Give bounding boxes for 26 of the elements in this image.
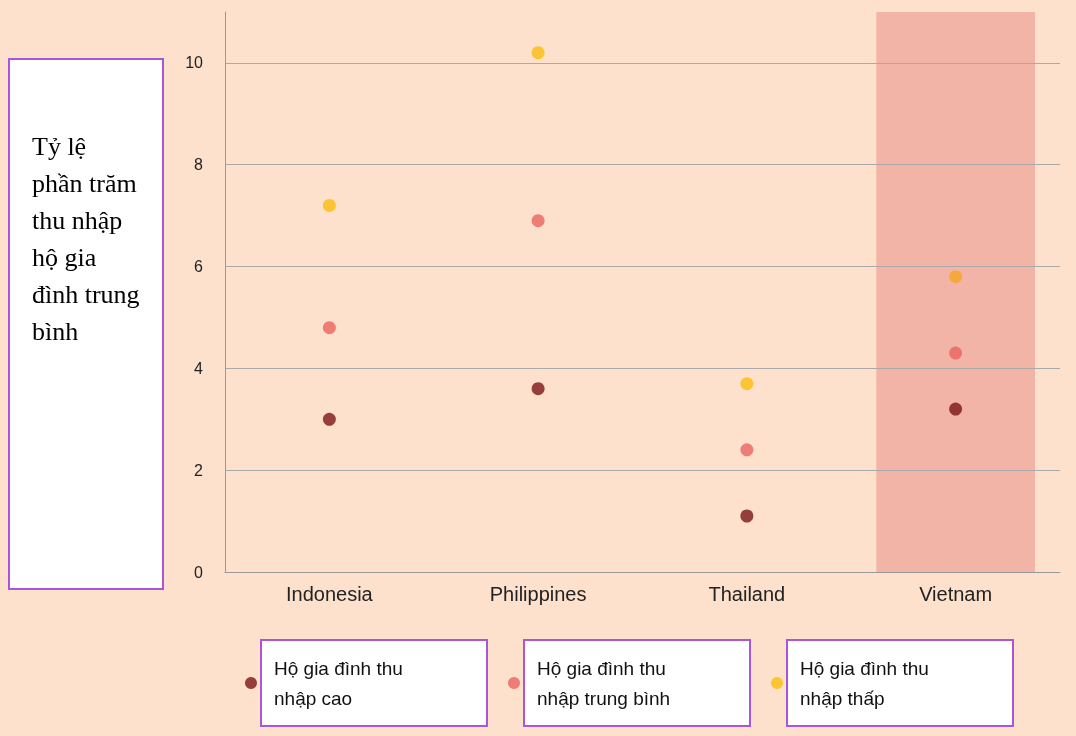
legend-label: Hộ gia đình thu nhập cao [274,657,409,709]
x-tick-label: Thailand [708,583,786,605]
x-tick-label: Vietnam [919,583,993,605]
point [949,270,963,284]
y-axis-title: Tỷ lệ phần trăm thu nhập hộ gia đình trung bình [8,58,164,590]
point [531,214,545,228]
point [949,346,963,360]
point [531,46,545,60]
y-tick-label: 6 [194,258,204,276]
point [322,412,336,426]
y-tick-label: 0 [194,563,204,581]
legend-label: Hộ gia đình thu nhập trung bình [537,657,672,709]
point [322,321,336,335]
point [740,377,754,391]
point [531,382,545,396]
y-tick-label: 4 [194,359,204,377]
point [949,402,963,416]
point [740,509,754,523]
y-tick-label: 2 [194,461,204,479]
x-tick-label: Philippines [489,583,587,605]
legend-label: Hộ gia đình thu nhập thấp [800,657,935,709]
y-tick-label: 8 [194,156,204,174]
x-tick-label: Indonesia [286,583,374,605]
point [740,443,754,457]
y-tick-label: 10 [185,54,204,72]
point [322,198,336,212]
